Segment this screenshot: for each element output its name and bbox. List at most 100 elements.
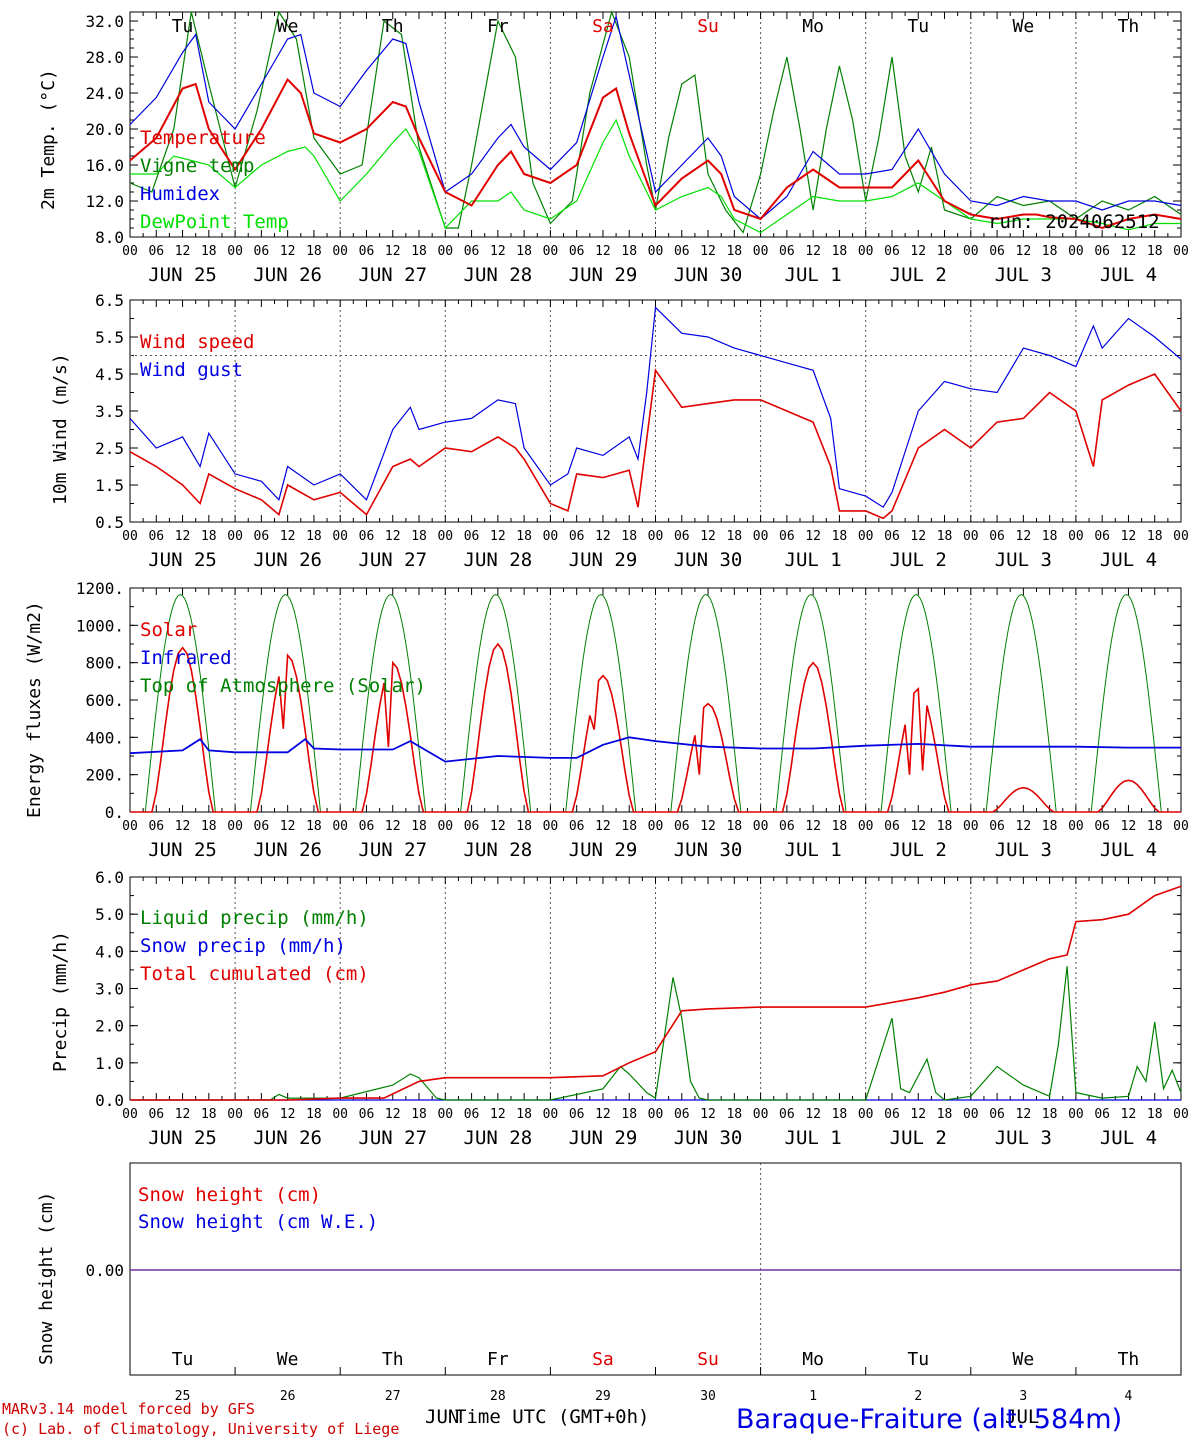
hour-label: 12 — [175, 819, 191, 834]
hour-label: 00 — [543, 529, 559, 544]
hour-label: 06 — [254, 1107, 270, 1122]
hour-label: 12 — [280, 529, 296, 544]
day-name: Su — [697, 1349, 719, 1370]
date-label: JUN 28 — [464, 839, 533, 861]
hour-label: 06 — [569, 529, 585, 544]
day-name: Th — [382, 16, 404, 37]
hour-label: 06 — [359, 819, 375, 834]
date-label: JUL 2 — [890, 839, 947, 861]
panel-2: 00 06 12 18 00 06 12 18 00 06 12 18 00 06 12 18 00 06 12 18… — [95, 291, 1189, 571]
dewpoint-line — [130, 118, 1181, 234]
hour-label: 18 — [621, 244, 637, 259]
date-label: JUN 26 — [253, 549, 322, 571]
date-label: JUL 1 — [785, 839, 842, 861]
hour-label: 12 — [1016, 819, 1032, 834]
day-name: Th — [382, 1349, 404, 1370]
temperature-line — [129, 77, 1182, 230]
date-label: JUN 28 — [464, 1127, 533, 1149]
y-tick-label: 200. — [85, 766, 124, 785]
hour-label: 18 — [937, 819, 953, 834]
y-tick-label: 1.5 — [95, 476, 124, 495]
day-number: 4 — [1125, 1389, 1133, 1404]
hour-label: 12 — [280, 244, 296, 259]
day-name: Tu — [907, 1349, 929, 1370]
y-tick-label: 24.0 — [85, 84, 124, 103]
hour-label: 06 — [359, 529, 375, 544]
legend-solar: Solar — [140, 619, 197, 641]
hour-label: 00 — [227, 244, 243, 259]
hour-label: 06 — [569, 244, 585, 259]
hour-label: 06 — [254, 529, 270, 544]
total-cumulated-line — [130, 885, 1182, 1101]
date-label: JUL 3 — [995, 549, 1052, 571]
legend-wind-speed: Wind speed — [140, 331, 254, 353]
hour-label: 18 — [832, 529, 848, 544]
y-tick-label: 1200. — [76, 579, 124, 598]
month-jun: JUN — [425, 1406, 459, 1428]
y-tick-label: 0.5 — [95, 513, 124, 532]
y-tick-label: 6.0 — [95, 868, 124, 887]
y-tick-label: 400. — [85, 728, 124, 747]
hour-label: 06 — [884, 244, 900, 259]
legend-vigne-temp: Vigne temp — [140, 155, 254, 177]
humidex-line — [129, 14, 1182, 220]
hour-label: 12 — [490, 819, 506, 834]
y-tick-label: 0.00 — [85, 1261, 124, 1280]
hour-label: 18 — [411, 529, 427, 544]
date-label: JUN 27 — [358, 549, 427, 571]
hour-label: 12 — [1121, 529, 1137, 544]
hour-label: 00 — [648, 1107, 664, 1122]
panel-1: 00 06 12 18 00 06 12 18 00 06 12 18 00 06 12 18 00 06 12 18… — [85, 10, 1189, 286]
day-name: Th — [1118, 16, 1140, 37]
hour-label: 00 — [543, 244, 559, 259]
y-tick-label: 6.5 — [95, 291, 124, 310]
hour-label: 00 — [753, 819, 769, 834]
hour-label: 00 — [332, 244, 348, 259]
hour-label: 06 — [359, 1107, 375, 1122]
y-tick-label: 4.0 — [95, 942, 124, 961]
date-label: JUN 29 — [569, 839, 638, 861]
day-name: Mo — [802, 16, 824, 37]
date-label: JUN 25 — [148, 549, 217, 571]
hour-label: 12 — [910, 819, 926, 834]
hour-label: 12 — [805, 819, 821, 834]
hour-label: 00 — [1068, 1107, 1084, 1122]
day-name: We — [1013, 1349, 1035, 1370]
hour-label: 06 — [779, 1107, 795, 1122]
hour-label: 06 — [674, 1107, 690, 1122]
date-label: JUL 1 — [785, 1127, 842, 1149]
hour-label: 06 — [674, 244, 690, 259]
hour-label: 12 — [490, 1107, 506, 1122]
hour-label: 06 — [674, 819, 690, 834]
date-label: JUN 26 — [253, 1127, 322, 1149]
y-tick-label: 28.0 — [85, 48, 124, 67]
hour-label: 06 — [464, 1107, 480, 1122]
hour-label: 12 — [1121, 244, 1137, 259]
hour-label: 18 — [201, 244, 217, 259]
infrared-line — [129, 736, 1181, 763]
hour-label: 06 — [989, 819, 1005, 834]
date-label: JUN 29 — [569, 1127, 638, 1149]
date-label: JUL 2 — [890, 1127, 947, 1149]
hour-label: 06 — [1094, 244, 1110, 259]
legend-humidex: Humidex — [140, 183, 220, 205]
hour-label: 00 — [122, 1107, 138, 1122]
day-name: We — [277, 16, 299, 37]
hour-label: 00 — [543, 1107, 559, 1122]
day-number: 30 — [700, 1389, 716, 1404]
hour-label: 12 — [805, 529, 821, 544]
hour-label: 06 — [359, 244, 375, 259]
hour-label: 12 — [700, 244, 716, 259]
hour-label: 12 — [910, 244, 926, 259]
hour-label: 18 — [1147, 1107, 1163, 1122]
y-tick-label: 0. — [105, 803, 124, 822]
hour-label: 12 — [1121, 819, 1137, 834]
hour-label: 18 — [832, 819, 848, 834]
y-tick-label: 5.5 — [95, 328, 124, 347]
date-label: JUL 4 — [1100, 1127, 1157, 1149]
hour-label: 00 — [648, 819, 664, 834]
ylabel-snow: Snow height (cm) — [36, 1192, 57, 1365]
hour-label: 06 — [779, 529, 795, 544]
hour-label: 18 — [726, 529, 742, 544]
legend-snow-height-we: Snow height (cm W.E.) — [138, 1211, 378, 1233]
